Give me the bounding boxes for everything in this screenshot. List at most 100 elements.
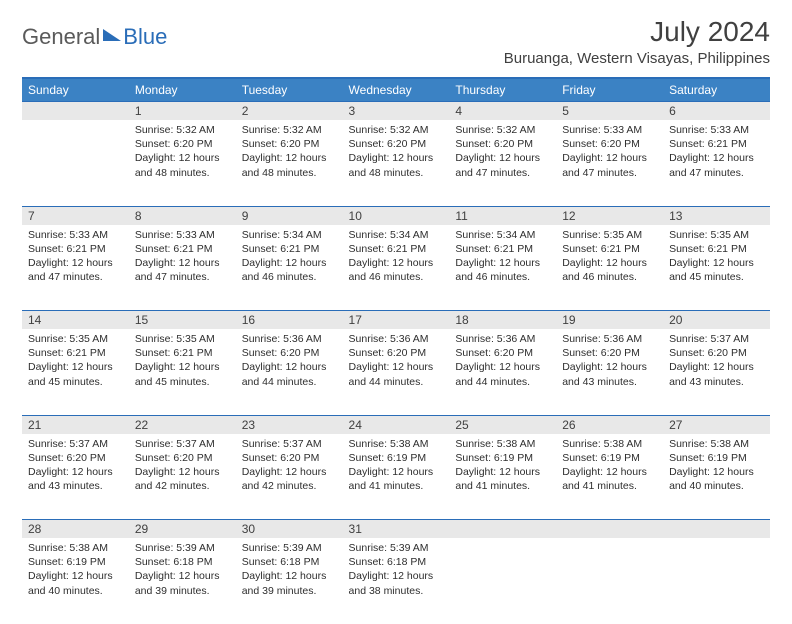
- day-info-cell: Sunrise: 5:35 AMSunset: 6:21 PMDaylight:…: [663, 225, 770, 311]
- sunrise-text: Sunrise: 5:34 AM: [242, 228, 337, 242]
- sunset-text: Sunset: 6:20 PM: [349, 346, 444, 360]
- sunrise-text: Sunrise: 5:35 AM: [135, 332, 230, 346]
- day-number-cell: [663, 520, 770, 539]
- sunset-text: Sunset: 6:21 PM: [455, 242, 550, 256]
- day-number-cell: 6: [663, 102, 770, 121]
- daylight-text: Daylight: 12 hours and 40 minutes.: [28, 569, 123, 597]
- day-number-cell: 12: [556, 206, 663, 225]
- sunset-text: Sunset: 6:21 PM: [242, 242, 337, 256]
- day-info-cell: [22, 120, 129, 206]
- weekday-header-row: Sunday Monday Tuesday Wednesday Thursday…: [22, 78, 770, 102]
- day-info-cell: Sunrise: 5:36 AMSunset: 6:20 PMDaylight:…: [556, 329, 663, 415]
- logo-text-1: General: [22, 24, 100, 50]
- sunset-text: Sunset: 6:20 PM: [455, 346, 550, 360]
- day-info-cell: Sunrise: 5:32 AMSunset: 6:20 PMDaylight:…: [343, 120, 450, 206]
- day-number-row: 21222324252627: [22, 415, 770, 434]
- daylight-text: Daylight: 12 hours and 47 minutes.: [135, 256, 230, 284]
- header: General Blue July 2024 Buruanga, Western…: [22, 16, 770, 67]
- sunrise-text: Sunrise: 5:38 AM: [669, 437, 764, 451]
- sunrise-text: Sunrise: 5:32 AM: [135, 123, 230, 137]
- day-number-cell: 23: [236, 415, 343, 434]
- sunrise-text: Sunrise: 5:38 AM: [349, 437, 444, 451]
- sunset-text: Sunset: 6:20 PM: [562, 346, 657, 360]
- day-number-cell: 21: [22, 415, 129, 434]
- day-number-cell: 24: [343, 415, 450, 434]
- day-number-row: 78910111213: [22, 206, 770, 225]
- logo-text-2: Blue: [123, 24, 167, 50]
- day-info-cell: Sunrise: 5:33 AMSunset: 6:21 PMDaylight:…: [663, 120, 770, 206]
- day-info-row: Sunrise: 5:37 AMSunset: 6:20 PMDaylight:…: [22, 434, 770, 520]
- daylight-text: Daylight: 12 hours and 47 minutes.: [669, 151, 764, 179]
- sunset-text: Sunset: 6:21 PM: [135, 346, 230, 360]
- month-title: July 2024: [504, 16, 770, 48]
- day-info-cell: Sunrise: 5:32 AMSunset: 6:20 PMDaylight:…: [449, 120, 556, 206]
- day-info-cell: Sunrise: 5:34 AMSunset: 6:21 PMDaylight:…: [343, 225, 450, 311]
- sunrise-text: Sunrise: 5:37 AM: [135, 437, 230, 451]
- sunset-text: Sunset: 6:19 PM: [28, 555, 123, 569]
- sunset-text: Sunset: 6:19 PM: [562, 451, 657, 465]
- day-number-cell: 30: [236, 520, 343, 539]
- day-number-cell: 17: [343, 311, 450, 330]
- sunset-text: Sunset: 6:21 PM: [28, 346, 123, 360]
- daylight-text: Daylight: 12 hours and 46 minutes.: [349, 256, 444, 284]
- sunrise-text: Sunrise: 5:35 AM: [669, 228, 764, 242]
- day-number-cell: 14: [22, 311, 129, 330]
- sunset-text: Sunset: 6:20 PM: [562, 137, 657, 151]
- daylight-text: Daylight: 12 hours and 43 minutes.: [28, 465, 123, 493]
- day-info-cell: Sunrise: 5:32 AMSunset: 6:20 PMDaylight:…: [236, 120, 343, 206]
- daylight-text: Daylight: 12 hours and 48 minutes.: [349, 151, 444, 179]
- calendar-table: Sunday Monday Tuesday Wednesday Thursday…: [22, 77, 770, 624]
- day-number-cell: 11: [449, 206, 556, 225]
- day-info-row: Sunrise: 5:33 AMSunset: 6:21 PMDaylight:…: [22, 225, 770, 311]
- sunset-text: Sunset: 6:21 PM: [562, 242, 657, 256]
- weekday-header: Sunday: [22, 78, 129, 102]
- sunset-text: Sunset: 6:20 PM: [135, 451, 230, 465]
- sunset-text: Sunset: 6:20 PM: [455, 137, 550, 151]
- day-info-cell: Sunrise: 5:38 AMSunset: 6:19 PMDaylight:…: [449, 434, 556, 520]
- sunrise-text: Sunrise: 5:39 AM: [135, 541, 230, 555]
- day-info-row: Sunrise: 5:38 AMSunset: 6:19 PMDaylight:…: [22, 538, 770, 624]
- sunset-text: Sunset: 6:20 PM: [135, 137, 230, 151]
- day-info-cell: Sunrise: 5:38 AMSunset: 6:19 PMDaylight:…: [343, 434, 450, 520]
- day-info-cell: Sunrise: 5:39 AMSunset: 6:18 PMDaylight:…: [236, 538, 343, 624]
- day-info-cell: Sunrise: 5:33 AMSunset: 6:21 PMDaylight:…: [22, 225, 129, 311]
- day-number-cell: 9: [236, 206, 343, 225]
- daylight-text: Daylight: 12 hours and 39 minutes.: [242, 569, 337, 597]
- day-info-cell: Sunrise: 5:36 AMSunset: 6:20 PMDaylight:…: [343, 329, 450, 415]
- day-info-cell: [556, 538, 663, 624]
- sunset-text: Sunset: 6:19 PM: [349, 451, 444, 465]
- day-info-cell: Sunrise: 5:36 AMSunset: 6:20 PMDaylight:…: [449, 329, 556, 415]
- weekday-header: Wednesday: [343, 78, 450, 102]
- day-number-cell: 4: [449, 102, 556, 121]
- day-number-cell: 5: [556, 102, 663, 121]
- day-number-cell: 2: [236, 102, 343, 121]
- sunset-text: Sunset: 6:21 PM: [28, 242, 123, 256]
- day-info-cell: Sunrise: 5:33 AMSunset: 6:21 PMDaylight:…: [129, 225, 236, 311]
- daylight-text: Daylight: 12 hours and 41 minutes.: [349, 465, 444, 493]
- sunrise-text: Sunrise: 5:35 AM: [28, 332, 123, 346]
- sunset-text: Sunset: 6:20 PM: [242, 451, 337, 465]
- location-text: Buruanga, Western Visayas, Philippines: [504, 50, 770, 67]
- day-number-cell: 19: [556, 311, 663, 330]
- day-number-cell: 15: [129, 311, 236, 330]
- weekday-header: Thursday: [449, 78, 556, 102]
- daylight-text: Daylight: 12 hours and 44 minutes.: [349, 360, 444, 388]
- sunrise-text: Sunrise: 5:39 AM: [349, 541, 444, 555]
- day-info-cell: Sunrise: 5:36 AMSunset: 6:20 PMDaylight:…: [236, 329, 343, 415]
- day-info-cell: Sunrise: 5:37 AMSunset: 6:20 PMDaylight:…: [663, 329, 770, 415]
- weekday-header: Saturday: [663, 78, 770, 102]
- day-info-cell: Sunrise: 5:34 AMSunset: 6:21 PMDaylight:…: [449, 225, 556, 311]
- daylight-text: Daylight: 12 hours and 44 minutes.: [455, 360, 550, 388]
- day-number-cell: 29: [129, 520, 236, 539]
- day-info-cell: Sunrise: 5:35 AMSunset: 6:21 PMDaylight:…: [22, 329, 129, 415]
- sunrise-text: Sunrise: 5:37 AM: [28, 437, 123, 451]
- day-number-row: 123456: [22, 102, 770, 121]
- day-number-cell: 8: [129, 206, 236, 225]
- day-number-cell: 3: [343, 102, 450, 121]
- day-info-cell: Sunrise: 5:37 AMSunset: 6:20 PMDaylight:…: [236, 434, 343, 520]
- day-info-cell: Sunrise: 5:35 AMSunset: 6:21 PMDaylight:…: [556, 225, 663, 311]
- sunset-text: Sunset: 6:20 PM: [242, 137, 337, 151]
- weekday-header: Monday: [129, 78, 236, 102]
- daylight-text: Daylight: 12 hours and 45 minutes.: [28, 360, 123, 388]
- day-info-cell: [663, 538, 770, 624]
